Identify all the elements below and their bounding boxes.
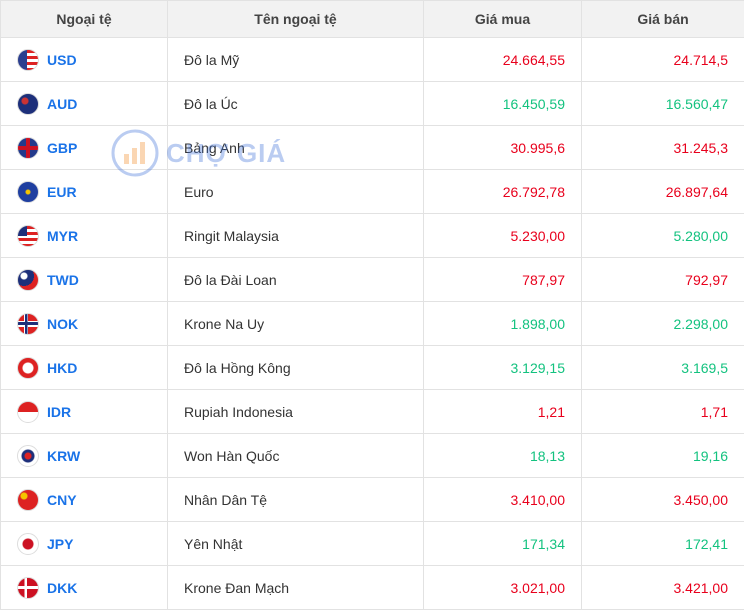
sell-price: 3.421,00 [581, 565, 744, 610]
currency-name: Rupiah Indonesia [167, 389, 424, 434]
currency-cell: IDR [0, 389, 168, 434]
sell-price: 2.298,00 [581, 301, 744, 346]
currency-code: NOK [47, 315, 79, 332]
buy-price: 171,34 [423, 521, 582, 566]
currency-name: Bảng Anh [167, 125, 424, 170]
currency-name: Krone Na Uy [167, 301, 424, 346]
buy-price: 16.450,59 [423, 81, 582, 126]
currency-cell: GBP [0, 125, 168, 170]
currency-code: TWD [47, 271, 79, 288]
sell-price: 19,16 [581, 433, 744, 478]
currency-code: HKD [47, 359, 78, 376]
flag-icon [17, 400, 39, 423]
column-header: Giá mua [423, 0, 582, 38]
sell-price: 31.245,3 [581, 125, 744, 170]
currency-code: DKK [47, 579, 78, 596]
buy-price: 3.410,00 [423, 477, 582, 522]
rate-row: JPY Yên Nhật 171,34 172,41 [0, 521, 744, 566]
rate-row: NOK Krone Na Uy 1.898,00 2.298,00 [0, 301, 744, 346]
currency-cell: DKK [0, 565, 168, 610]
rate-row: KRW Won Hàn Quốc 18,13 19,16 [0, 433, 744, 478]
currency-cell: MYR [0, 213, 168, 258]
currency-name: Euro [167, 169, 424, 214]
column-header: Tên ngoại tệ [167, 0, 424, 38]
currency-name: Krone Đan Mạch [167, 565, 424, 610]
flag-icon [17, 312, 39, 335]
currency-name: Đô la Úc [167, 81, 424, 126]
currency-name: Ringit Malaysia [167, 213, 424, 258]
flag-icon [17, 576, 39, 599]
flag-icon [17, 48, 39, 71]
buy-price: 1,21 [423, 389, 582, 434]
sell-price: 3.169,5 [581, 345, 744, 390]
flag-icon [17, 268, 39, 291]
flag-icon [17, 532, 39, 555]
buy-price: 1.898,00 [423, 301, 582, 346]
flag-icon [17, 92, 39, 115]
currency-code: CNY [47, 491, 77, 508]
currency-cell: TWD [0, 257, 168, 302]
table-body: USD Đô la Mỹ 24.664,55 24.714,5 AUD Đô la Úc 1… [0, 37, 744, 610]
currency-code: KRW [47, 447, 81, 464]
rate-row: TWD Đô la Đài Loan 787,97 792,97 [0, 257, 744, 302]
buy-price: 18,13 [423, 433, 582, 478]
buy-price: 5.230,00 [423, 213, 582, 258]
buy-price: 3.021,00 [423, 565, 582, 610]
currency-name: Yên Nhật [167, 521, 424, 566]
currency-cell: KRW [0, 433, 168, 478]
buy-price: 24.664,55 [423, 37, 582, 82]
column-header: Ngoại tệ [0, 0, 168, 38]
buy-price: 787,97 [423, 257, 582, 302]
currency-code: IDR [47, 403, 72, 420]
sell-price: 26.897,64 [581, 169, 744, 214]
currency-cell: USD [0, 37, 168, 82]
flag-icon [17, 444, 39, 467]
currency-code: EUR [47, 183, 77, 200]
rate-row: USD Đô la Mỹ 24.664,55 24.714,5 [0, 37, 744, 82]
flag-icon [17, 136, 39, 159]
currency-cell: EUR [0, 169, 168, 214]
column-header: Giá bán [581, 0, 744, 38]
currency-name: Đô la Đài Loan [167, 257, 424, 302]
rate-row: HKD Đô la Hồng Kông 3.129,15 3.169,5 [0, 345, 744, 390]
currency-code: MYR [47, 227, 79, 244]
sell-price: 792,97 [581, 257, 744, 302]
sell-price: 5.280,00 [581, 213, 744, 258]
flag-icon [17, 356, 39, 379]
buy-price: 30.995,6 [423, 125, 582, 170]
flag-icon [17, 488, 39, 511]
currency-cell: JPY [0, 521, 168, 566]
rate-row: MYR Ringit Malaysia 5.230,00 5.280,00 [0, 213, 744, 258]
flag-icon [17, 224, 39, 247]
rate-row: GBP Bảng Anh 30.995,6 31.245,3 [0, 125, 744, 170]
rate-row: CNY Nhân Dân Tệ 3.410,00 3.450,00 [0, 477, 744, 522]
flag-icon [17, 180, 39, 203]
rate-row: IDR Rupiah Indonesia 1,21 1,71 [0, 389, 744, 434]
currency-name: Đô la Mỹ [167, 37, 424, 82]
currency-cell: CNY [0, 477, 168, 522]
currency-name: Won Hàn Quốc [167, 433, 424, 478]
currency-cell: AUD [0, 81, 168, 126]
sell-price: 16.560,47 [581, 81, 744, 126]
currency-name: Nhân Dân Tệ [167, 477, 424, 522]
currency-code: USD [47, 51, 77, 68]
currency-code: JPY [47, 535, 74, 552]
header-row: Ngoại tệ Tên ngoại tệ Giá mua Giá bán [0, 0, 744, 38]
sell-price: 1,71 [581, 389, 744, 434]
currency-cell: HKD [0, 345, 168, 390]
buy-price: 3.129,15 [423, 345, 582, 390]
rate-row: AUD Đô la Úc 16.450,59 16.560,47 [0, 81, 744, 126]
sell-price: 172,41 [581, 521, 744, 566]
currency-name: Đô la Hồng Kông [167, 345, 424, 390]
currency-code: GBP [47, 139, 78, 156]
rate-row: DKK Krone Đan Mạch 3.021,00 3.421,00 [0, 565, 744, 610]
currency-cell: NOK [0, 301, 168, 346]
currency-code: AUD [47, 95, 78, 112]
sell-price: 3.450,00 [581, 477, 744, 522]
buy-price: 26.792,78 [423, 169, 582, 214]
rate-row: EUR Euro 26.792,78 26.897,64 [0, 169, 744, 214]
sell-price: 24.714,5 [581, 37, 744, 82]
